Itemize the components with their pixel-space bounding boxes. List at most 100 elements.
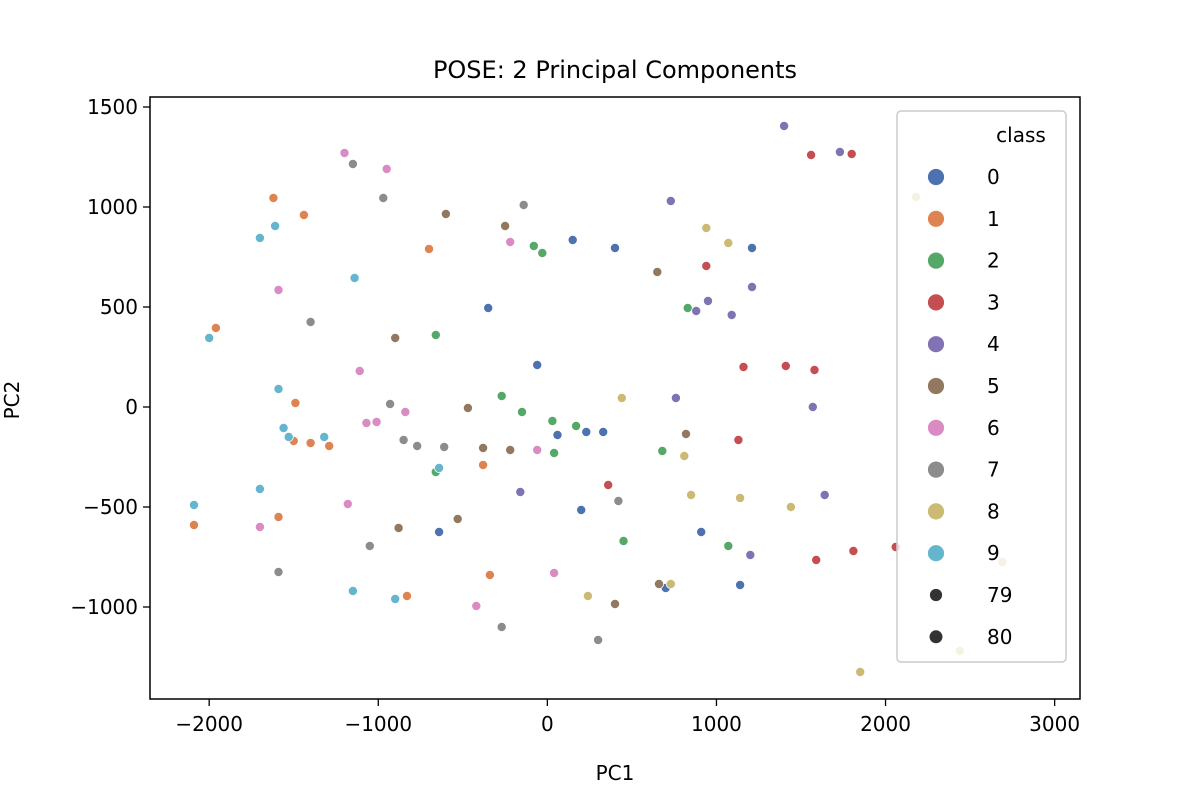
legend-label: 79 [987, 583, 1012, 607]
data-point-class-6 [532, 444, 543, 455]
data-point-class-2 [496, 390, 507, 401]
y-tick-label: 1500 [87, 95, 138, 119]
data-point-class-7 [518, 199, 529, 210]
data-point-class-7 [305, 316, 316, 327]
data-point-class-8 [723, 237, 734, 248]
data-point-class-5 [500, 220, 511, 231]
y-tick-label: 0 [125, 395, 138, 419]
legend-label: 5 [987, 374, 1000, 398]
data-point-class-0 [747, 242, 758, 253]
data-point-class-6 [354, 365, 365, 376]
data-point-class-7 [398, 434, 409, 445]
data-point-class-3 [846, 148, 857, 159]
data-point-class-9 [434, 462, 445, 473]
x-tick-label: 1000 [691, 712, 742, 736]
data-point-class-8 [701, 222, 712, 233]
data-point-class-0 [483, 302, 494, 313]
legend-marker-hue-9 [927, 544, 945, 563]
legend-label: 1 [987, 207, 1000, 231]
legend-marker-hue-1 [927, 209, 945, 228]
data-point-class-9 [254, 232, 265, 243]
data-point-class-4 [807, 401, 818, 412]
data-point-class-2 [682, 302, 693, 313]
legend-label: 9 [987, 541, 1000, 565]
legend-label: 0 [987, 165, 1000, 189]
data-point-class-9 [347, 586, 358, 597]
data-point-class-3 [780, 360, 791, 371]
data-point-class-3 [809, 364, 820, 375]
data-point-class-8 [855, 667, 866, 678]
legend-marker-size-80 [928, 629, 944, 645]
data-point-class-4 [834, 146, 845, 157]
data-point-class-9 [390, 594, 401, 605]
data-point-class-6 [549, 568, 560, 579]
data-point-class-1 [210, 322, 221, 333]
data-point-class-6 [371, 416, 382, 427]
y-axis-label: PC2 [0, 381, 24, 420]
legend-marker-hue-3 [927, 293, 945, 312]
x-tick-label: −2000 [175, 712, 243, 736]
data-point-class-0 [696, 527, 707, 538]
data-point-class-1 [401, 591, 412, 602]
data-point-class-5 [390, 332, 401, 343]
data-point-class-7 [412, 440, 423, 451]
data-point-class-3 [811, 555, 822, 566]
data-point-class-4 [691, 305, 702, 316]
x-tick-label: 0 [541, 712, 554, 736]
data-point-class-9 [254, 483, 265, 494]
data-point-class-0 [552, 429, 563, 440]
data-point-class-6 [342, 498, 353, 509]
data-point-class-9 [270, 220, 281, 231]
data-point-class-3 [848, 546, 859, 557]
data-point-class-7 [273, 567, 284, 578]
y-tick-label: 1000 [87, 195, 138, 219]
data-point-class-2 [537, 247, 548, 258]
data-point-class-4 [515, 486, 526, 497]
data-point-class-8 [686, 489, 697, 500]
data-point-class-6 [471, 601, 482, 612]
data-point-class-6 [339, 147, 350, 158]
data-point-class-0 [532, 359, 543, 370]
legend-box [896, 110, 1067, 663]
data-point-class-6 [361, 417, 372, 428]
data-point-class-7 [378, 192, 389, 203]
data-point-class-9 [278, 422, 289, 433]
data-point-class-5 [452, 514, 463, 525]
x-tick-label: 3000 [1029, 712, 1080, 736]
data-point-class-5 [440, 208, 451, 219]
data-point-class-4 [670, 392, 681, 403]
data-point-class-8 [616, 392, 627, 403]
data-point-class-4 [703, 295, 714, 306]
data-point-class-8 [582, 591, 593, 602]
data-point-class-2 [528, 240, 539, 251]
data-point-class-5 [393, 523, 404, 534]
x-axis-label: PC1 [596, 761, 635, 785]
data-point-class-1 [478, 459, 489, 470]
legend-label: 8 [987, 499, 1000, 523]
data-point-class-7 [439, 441, 450, 452]
data-point-class-8 [785, 501, 796, 512]
data-point-class-1 [298, 209, 309, 220]
data-point-class-3 [806, 149, 817, 160]
legend-label: 7 [987, 458, 1000, 482]
legend-marker-hue-4 [927, 335, 945, 354]
data-point-class-5 [654, 579, 665, 590]
data-point-class-3 [738, 361, 749, 372]
data-point-class-6 [254, 522, 265, 533]
data-point-class-8 [665, 579, 676, 590]
data-point-class-4 [747, 281, 758, 292]
data-point-class-6 [505, 236, 516, 247]
data-point-class-7 [385, 398, 396, 409]
data-point-class-6 [381, 163, 392, 174]
data-point-class-2 [618, 536, 629, 547]
data-point-class-5 [652, 266, 663, 277]
legend-label: 2 [987, 249, 1000, 273]
data-point-class-1 [305, 437, 316, 448]
data-point-class-7 [364, 541, 375, 552]
data-point-class-1 [484, 570, 495, 581]
legend-marker-hue-2 [927, 251, 945, 270]
legend-label: 80 [987, 625, 1012, 649]
legend-marker-hue-0 [927, 168, 945, 186]
legend-marker-hue-6 [927, 418, 945, 437]
